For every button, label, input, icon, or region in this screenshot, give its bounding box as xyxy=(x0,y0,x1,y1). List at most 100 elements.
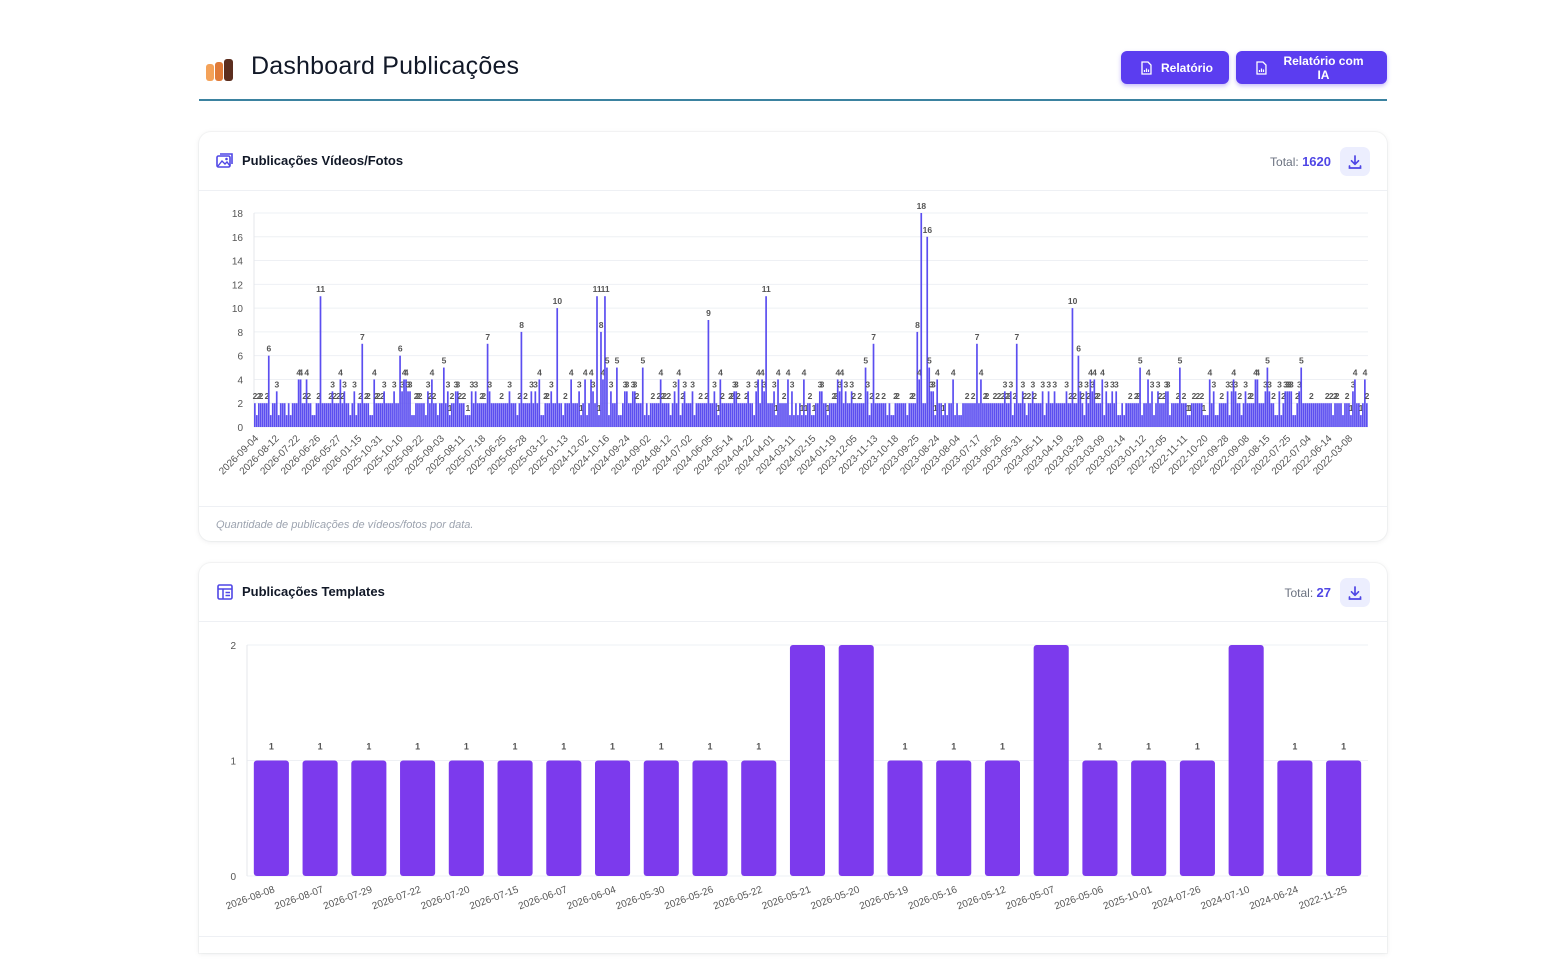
bar[interactable] xyxy=(367,403,370,427)
bar[interactable] xyxy=(812,415,815,427)
bar[interactable] xyxy=(1041,391,1044,427)
bar[interactable] xyxy=(705,403,708,427)
bar[interactable] xyxy=(1167,391,1169,427)
bar[interactable] xyxy=(816,403,819,427)
bar[interactable] xyxy=(1216,415,1219,427)
bar[interactable] xyxy=(1262,403,1265,427)
bar[interactable] xyxy=(283,403,286,427)
bar[interactable] xyxy=(785,403,787,427)
bar[interactable] xyxy=(1149,403,1151,427)
bar[interactable] xyxy=(1340,403,1342,427)
bar[interactable] xyxy=(872,343,875,427)
bar[interactable] xyxy=(1228,645,1264,876)
bar[interactable] xyxy=(439,403,441,427)
bar[interactable] xyxy=(631,391,634,427)
bar[interactable] xyxy=(814,403,817,427)
bar[interactable] xyxy=(1318,403,1320,427)
bar[interactable] xyxy=(763,391,765,427)
bar[interactable] xyxy=(836,379,839,427)
bar[interactable] xyxy=(641,367,644,427)
bar[interactable] xyxy=(532,403,535,427)
bar[interactable] xyxy=(842,403,845,427)
bar[interactable] xyxy=(767,403,769,427)
bar[interactable] xyxy=(482,403,485,427)
bar[interactable] xyxy=(486,343,489,427)
bar[interactable] xyxy=(1336,403,1338,427)
bar[interactable] xyxy=(1242,403,1245,427)
bar[interactable] xyxy=(972,403,974,427)
bar[interactable] xyxy=(399,355,401,427)
bar[interactable] xyxy=(1322,403,1324,427)
bar[interactable] xyxy=(948,403,950,427)
bar[interactable] xyxy=(522,403,525,427)
bar[interactable] xyxy=(886,415,889,427)
bar[interactable] xyxy=(462,403,465,427)
bar[interactable] xyxy=(293,403,296,427)
bar[interactable] xyxy=(1364,379,1366,427)
bar[interactable] xyxy=(351,760,387,877)
bar[interactable] xyxy=(727,403,730,427)
bar[interactable] xyxy=(548,403,551,427)
bar[interactable] xyxy=(437,415,439,427)
bar[interactable] xyxy=(874,403,877,427)
bar[interactable] xyxy=(1304,403,1307,427)
bar[interactable] xyxy=(1210,403,1213,427)
bar[interactable] xyxy=(363,403,366,427)
bar[interactable] xyxy=(964,403,966,427)
bar[interactable] xyxy=(781,403,783,427)
bar[interactable] xyxy=(737,403,740,427)
bar[interactable] xyxy=(1234,391,1237,427)
bar[interactable] xyxy=(1186,415,1189,427)
bar[interactable] xyxy=(711,403,714,427)
bar[interactable] xyxy=(325,403,328,427)
bar[interactable] xyxy=(826,415,829,427)
bar[interactable] xyxy=(838,645,874,876)
bar[interactable] xyxy=(791,391,793,427)
bar[interactable] xyxy=(692,760,728,877)
bar[interactable] xyxy=(1067,403,1070,427)
bar[interactable] xyxy=(602,379,604,427)
bar[interactable] xyxy=(371,415,374,427)
bar[interactable] xyxy=(383,391,385,427)
bar[interactable] xyxy=(1131,760,1167,877)
bar[interactable] xyxy=(1099,403,1102,427)
bar[interactable] xyxy=(773,391,775,427)
bar[interactable] xyxy=(902,403,905,427)
bar[interactable] xyxy=(745,403,748,427)
bar[interactable] xyxy=(301,403,304,427)
bar[interactable] xyxy=(671,403,674,427)
bar[interactable] xyxy=(928,367,931,427)
bar[interactable] xyxy=(377,403,380,427)
bar[interactable] xyxy=(1115,391,1118,427)
bar[interactable] xyxy=(1011,415,1014,427)
bar[interactable] xyxy=(484,403,487,427)
bar[interactable] xyxy=(448,760,484,877)
bar[interactable] xyxy=(990,403,992,427)
bar[interactable] xyxy=(500,403,503,427)
bar[interactable] xyxy=(689,403,692,427)
bar[interactable] xyxy=(315,403,318,427)
bar[interactable] xyxy=(914,403,917,427)
bar[interactable] xyxy=(1244,391,1247,427)
bar[interactable] xyxy=(1222,403,1225,427)
bar[interactable] xyxy=(669,415,672,427)
bar[interactable] xyxy=(1027,403,1030,427)
bar[interactable] xyxy=(357,403,360,427)
bar[interactable] xyxy=(633,391,636,427)
bar[interactable] xyxy=(1082,760,1118,877)
bar[interactable] xyxy=(1212,391,1215,427)
bar[interactable] xyxy=(709,403,712,427)
bar[interactable] xyxy=(1119,415,1122,427)
bar[interactable] xyxy=(733,391,736,427)
bar[interactable] xyxy=(834,403,837,427)
bar[interactable] xyxy=(870,403,873,427)
bar[interactable] xyxy=(757,379,759,427)
bar[interactable] xyxy=(496,403,499,427)
bar[interactable] xyxy=(584,379,586,427)
bar[interactable] xyxy=(1071,308,1074,427)
bar[interactable] xyxy=(572,403,574,427)
bar[interactable] xyxy=(1294,415,1297,427)
bar[interactable] xyxy=(254,403,256,427)
bar[interactable] xyxy=(701,403,704,427)
bar[interactable] xyxy=(253,760,289,877)
